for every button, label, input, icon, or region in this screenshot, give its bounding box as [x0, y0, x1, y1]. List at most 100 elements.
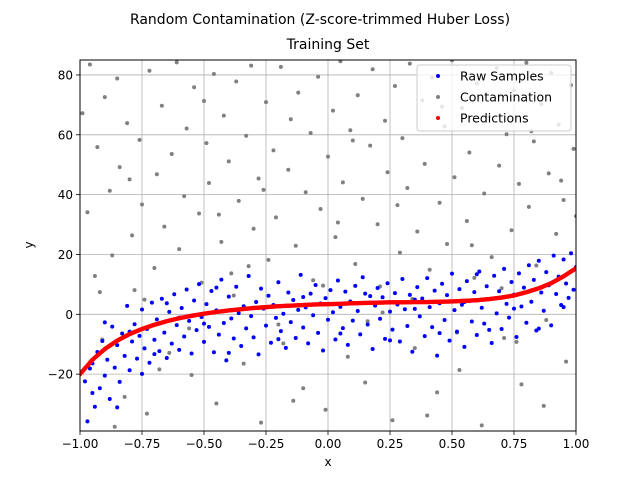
- raw-sample-point: [142, 346, 147, 351]
- raw-sample-point: [499, 326, 504, 331]
- contamination-point: [571, 146, 576, 151]
- contamination-point: [259, 420, 264, 425]
- contamination-point: [335, 220, 340, 225]
- raw-sample-point: [516, 271, 521, 276]
- contamination-point: [326, 154, 330, 159]
- raw-sample-point: [306, 341, 311, 346]
- y-tick-label: 40: [58, 188, 73, 202]
- raw-sample-point: [482, 321, 487, 326]
- contamination-point: [244, 133, 249, 138]
- contamination-point: [144, 411, 149, 416]
- raw-sample-point: [378, 316, 383, 321]
- raw-sample-point: [172, 292, 177, 297]
- contamination-point: [323, 407, 328, 412]
- contamination-point: [405, 186, 410, 191]
- contamination-point: [261, 187, 266, 192]
- raw-sample-point: [251, 335, 256, 340]
- raw-sample-point: [259, 286, 264, 291]
- contamination-point: [311, 278, 316, 283]
- contamination-point: [472, 275, 477, 280]
- y-tick-label: 20: [58, 248, 73, 262]
- contamination-point: [229, 271, 234, 276]
- raw-sample-point: [184, 287, 189, 292]
- raw-sample-point: [189, 351, 194, 356]
- contamination-point: [504, 132, 509, 137]
- chart-suptitle: Random Contamination (Z-score-trimmed Hu…: [130, 12, 510, 28]
- y-tick-label: −20: [48, 368, 73, 382]
- raw-sample-point: [407, 292, 412, 297]
- raw-sample-point: [149, 300, 154, 305]
- raw-sample-point: [489, 341, 494, 346]
- raw-sample-point: [85, 419, 90, 424]
- raw-sample-point: [92, 404, 97, 409]
- contamination-point: [102, 95, 107, 100]
- raw-sample-point: [519, 304, 524, 309]
- raw-sample-point: [343, 289, 348, 294]
- raw-sample-point: [514, 335, 519, 340]
- raw-sample-point: [162, 330, 167, 335]
- raw-sample-point: [512, 306, 516, 311]
- raw-sample-point: [82, 379, 87, 384]
- x-tick-label: 0.75: [501, 437, 528, 451]
- raw-sample-point: [397, 339, 402, 344]
- raw-sample-point: [187, 318, 192, 323]
- raw-sample-point: [492, 273, 497, 278]
- contamination-point: [182, 194, 187, 199]
- raw-sample-point: [174, 323, 179, 328]
- contamination-point: [271, 148, 276, 153]
- contamination-point: [266, 257, 271, 262]
- raw-sample-point: [445, 293, 450, 298]
- contamination-point: [554, 231, 559, 236]
- raw-sample-point: [239, 344, 244, 349]
- contamination-point: [251, 226, 256, 231]
- raw-sample-point: [435, 353, 440, 358]
- contamination-point: [330, 108, 335, 113]
- raw-sample-point: [388, 309, 392, 314]
- raw-sample-point: [120, 331, 125, 336]
- raw-sample-point: [494, 311, 499, 316]
- contamination-point: [125, 121, 130, 126]
- raw-sample-point: [102, 373, 107, 378]
- contamination-point: [541, 403, 546, 408]
- raw-sample-point: [328, 288, 333, 293]
- raw-sample-point: [457, 287, 462, 292]
- raw-sample-point: [154, 317, 159, 322]
- contamination-point: [278, 64, 283, 69]
- contamination-point: [445, 242, 450, 247]
- raw-sample-point: [383, 336, 388, 341]
- y-axis-label: y: [22, 241, 36, 248]
- contamination-point: [301, 386, 306, 391]
- contamination-point: [345, 354, 350, 359]
- raw-sample-point: [335, 278, 340, 283]
- contamination-point: [288, 117, 293, 122]
- raw-sample-point: [375, 285, 380, 290]
- contamination-point: [531, 139, 536, 144]
- contamination-point: [184, 126, 189, 131]
- raw-sample-point: [301, 294, 306, 299]
- raw-sample-point: [135, 356, 140, 361]
- raw-sample-point: [340, 326, 345, 331]
- x-tick-label: 1.00: [563, 437, 590, 451]
- raw-sample-point: [268, 340, 273, 345]
- raw-sample-point: [417, 314, 422, 319]
- contamination-point: [395, 203, 400, 208]
- contamination-point: [110, 253, 115, 258]
- contamination-point: [97, 290, 102, 295]
- raw-sample-point: [564, 281, 569, 286]
- raw-sample-point: [402, 307, 407, 312]
- raw-sample-point: [276, 337, 281, 342]
- contamination-point: [177, 247, 182, 252]
- raw-sample-point: [311, 313, 316, 318]
- raw-sample-point: [283, 345, 288, 350]
- contamination-point: [211, 72, 216, 77]
- x-tick-label: −0.75: [124, 437, 161, 451]
- contamination-point: [142, 297, 147, 302]
- contamination-point: [316, 74, 321, 79]
- raw-sample-point: [365, 322, 370, 327]
- raw-sample-point: [524, 320, 529, 325]
- contamination-point: [157, 367, 162, 372]
- raw-sample-point: [464, 279, 469, 284]
- raw-sample-point: [549, 323, 554, 328]
- raw-sample-point: [529, 299, 534, 304]
- raw-sample-point: [437, 331, 442, 336]
